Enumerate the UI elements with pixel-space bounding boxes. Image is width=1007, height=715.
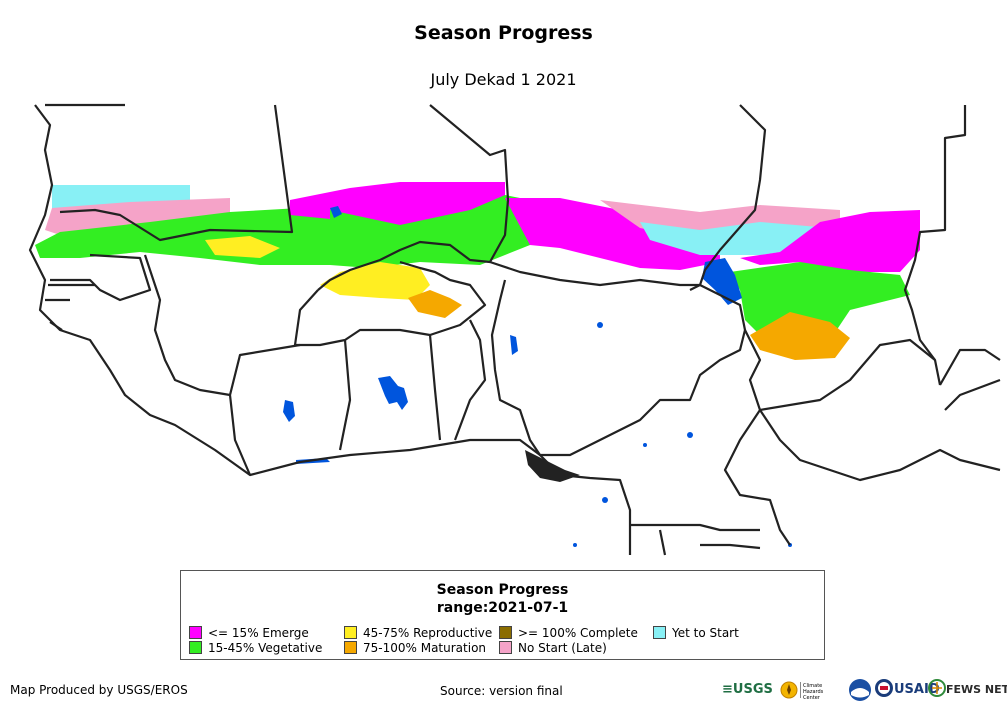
- legend-item-vegetative: 15-45% Vegetative: [189, 641, 322, 655]
- svg-text:Climate: Climate: [803, 683, 822, 689]
- legend-label-reproductive: 45-75% Reproductive: [363, 626, 493, 640]
- usaid-seal-icon: [875, 679, 893, 697]
- fews-globe-icon: [928, 679, 946, 697]
- fews-net-logo: FEWS NET: [928, 678, 1007, 702]
- legend-item-maturation: 75-100% Maturation: [344, 641, 486, 655]
- region-reproductive: [320, 262, 430, 300]
- legend-item-no-start: No Start (Late): [499, 641, 607, 655]
- partner-logos: ≡USGS Climate Hazards Center USAID FEWS …: [722, 678, 1007, 702]
- map-subtitle: July Dekad 1 2021: [430, 70, 577, 89]
- legend-label-yet-to-start: Yet to Start: [672, 626, 739, 640]
- source-note: Source: version final: [440, 684, 563, 698]
- svg-text:Hazards: Hazards: [803, 689, 824, 695]
- niger-delta: [525, 450, 580, 482]
- lake-chad: [702, 258, 742, 305]
- region-emerge-far-east: [740, 210, 920, 272]
- swatch-vegetative: [189, 641, 202, 654]
- svg-text:Center: Center: [803, 695, 821, 701]
- legend-label-maturation: 75-100% Maturation: [363, 641, 487, 655]
- legend-item-reproductive: 45-75% Reproductive: [344, 626, 492, 640]
- swatch-complete: [499, 626, 512, 639]
- region-maturation-east: [750, 312, 850, 360]
- swatch-maturation: [344, 641, 357, 654]
- legend-title-line2: range:2021-07-1: [436, 600, 569, 616]
- region-maturation-west: [408, 290, 462, 318]
- legend-title: Season Progress range:2021-07-1: [181, 581, 824, 617]
- legend-item-emerge: <= 15% Emerge: [189, 626, 309, 640]
- legend-title-line1: Season Progress: [436, 582, 569, 598]
- swatch-emerge: [189, 626, 202, 639]
- legend-label-vegetative: 15-45% Vegetative: [208, 641, 323, 655]
- progress-layer: [35, 182, 920, 360]
- season-progress-map: [28, 103, 1001, 556]
- legend-label-complete: >= 100% Complete: [518, 626, 638, 640]
- region-vegetative-central: [330, 195, 530, 268]
- noaa-icon: [848, 678, 872, 702]
- usgs-logo: ≡USGS: [722, 682, 773, 697]
- region-reproductive-west: [205, 236, 280, 258]
- usaid-logo: USAID: [874, 678, 940, 702]
- swatch-reproductive: [344, 626, 357, 639]
- swatch-no-start: [499, 641, 512, 654]
- legend-item-yet-to-start: Yet to Start: [653, 626, 739, 640]
- legend-label-emerge: <= 15% Emerge: [208, 626, 309, 640]
- climate-hazards-icon: Climate Hazards Center: [780, 681, 824, 701]
- region-yet-to-start-east: [640, 222, 830, 255]
- produced-by: Map Produced by USGS/EROS: [10, 683, 188, 697]
- climate-hazards-logo: Climate Hazards Center: [780, 678, 842, 702]
- legend-label-no-start: No Start (Late): [518, 641, 607, 655]
- region-emerge-east: [505, 198, 720, 270]
- swatch-yet-to-start: [653, 626, 666, 639]
- country-borders: [28, 103, 1001, 556]
- map-title: Season Progress: [414, 22, 593, 44]
- region-no-start-west: [45, 198, 230, 235]
- legend-item-complete: >= 100% Complete: [499, 626, 638, 640]
- legend: Season Progress range:2021-07-1 <= 15% E…: [180, 570, 825, 660]
